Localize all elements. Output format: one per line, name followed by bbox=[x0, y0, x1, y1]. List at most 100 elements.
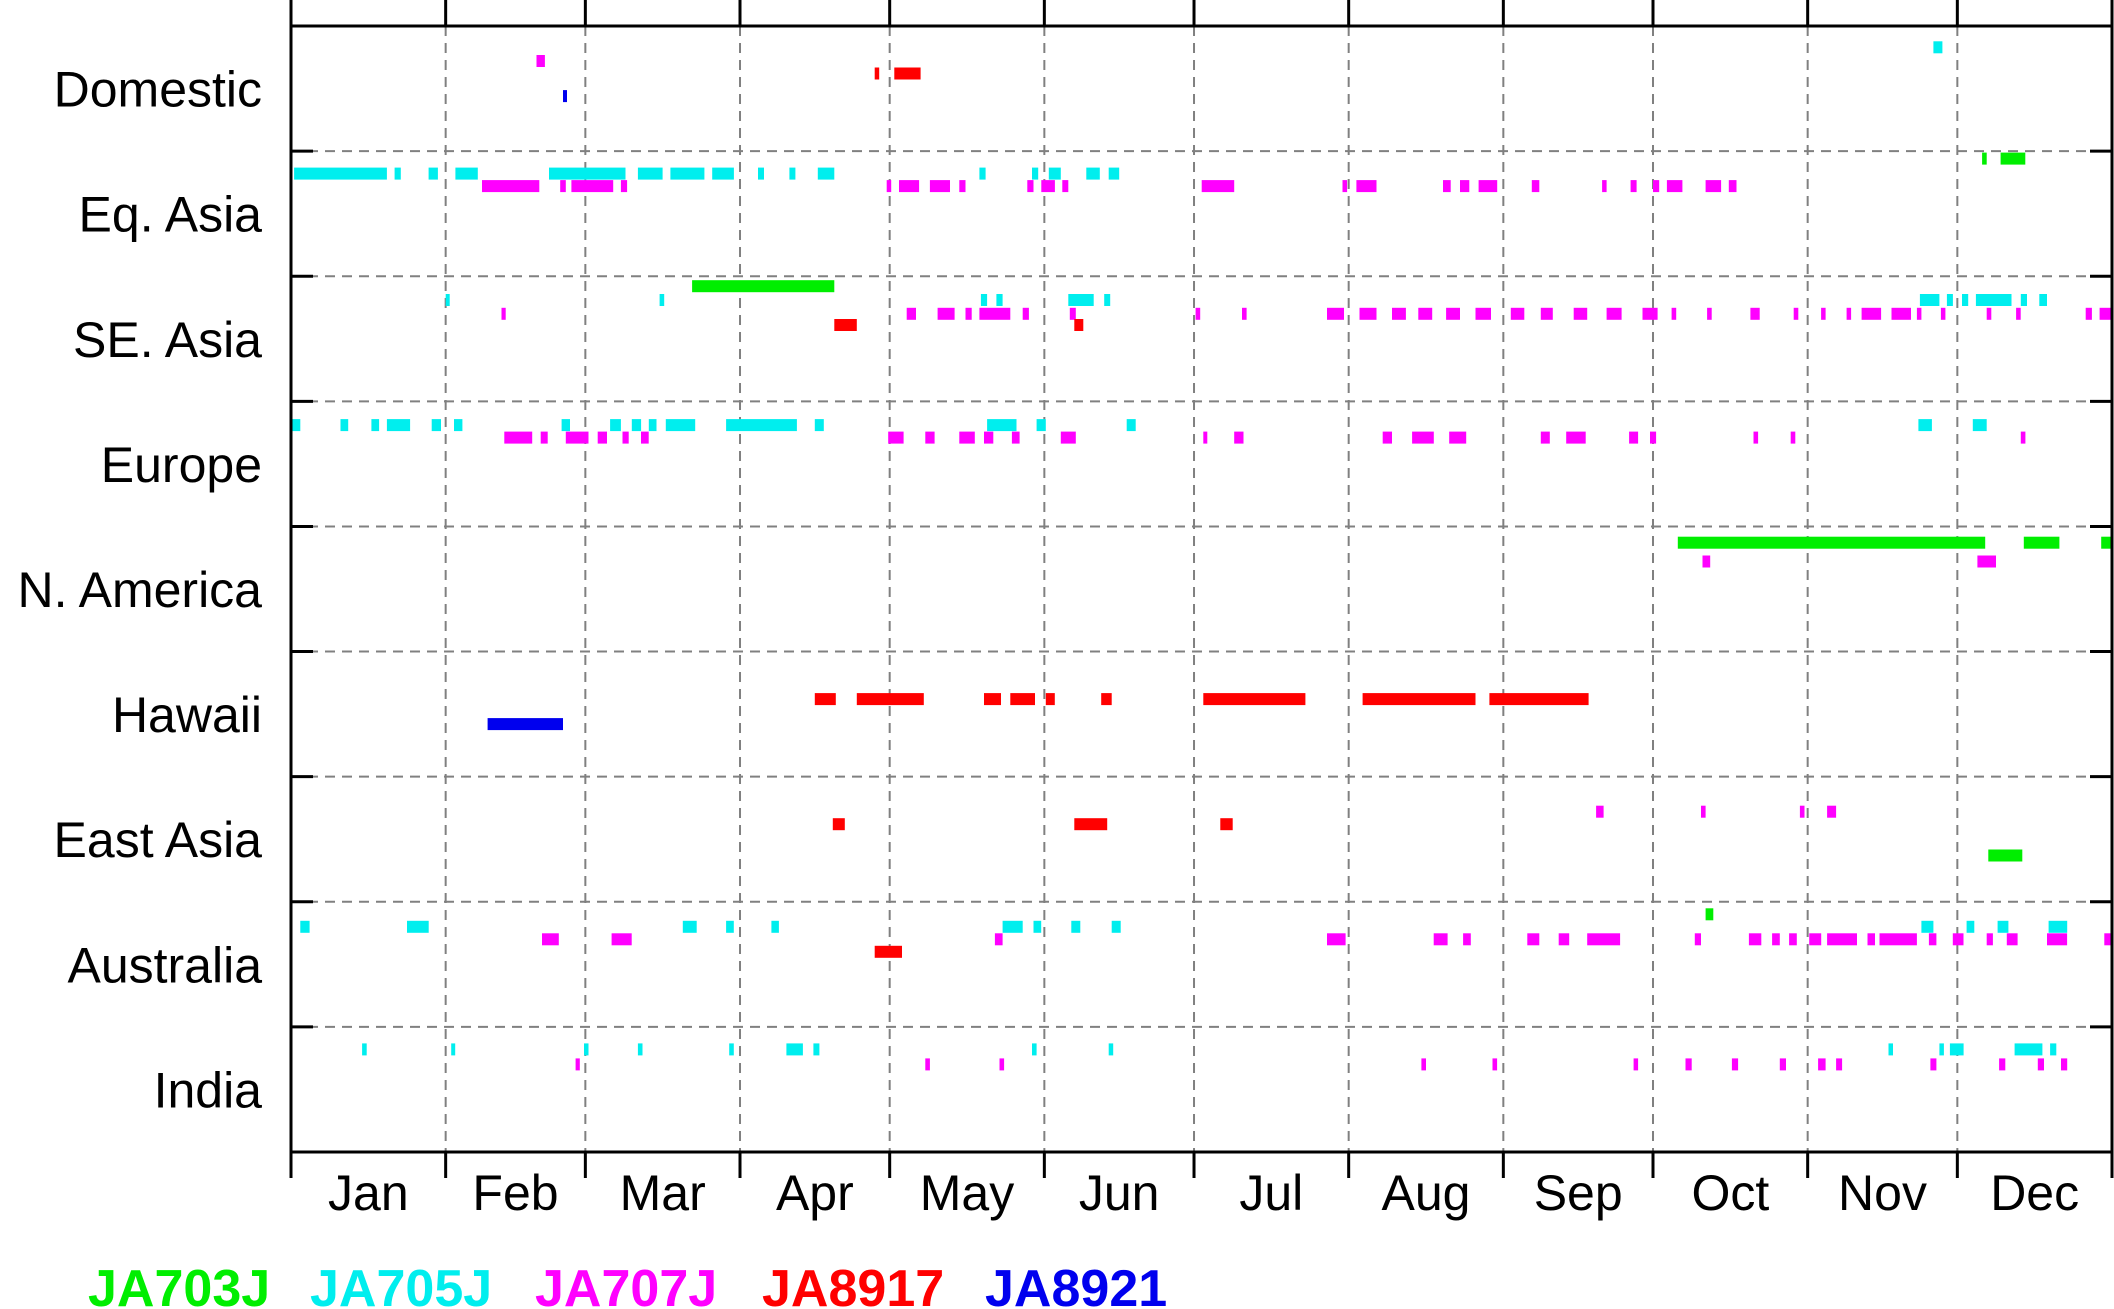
segment-bar bbox=[571, 180, 614, 193]
segment-bar bbox=[2104, 933, 2112, 946]
segment-bar bbox=[1220, 818, 1233, 831]
plot-border bbox=[289, 24, 2114, 1154]
segment-bar bbox=[445, 294, 450, 306]
segment-bar bbox=[1540, 431, 1550, 444]
segment-bar bbox=[1827, 805, 1837, 818]
region-label: SE. Asia bbox=[73, 312, 262, 368]
segment-bar bbox=[1108, 1043, 1114, 1056]
segment-bar bbox=[1356, 180, 1377, 193]
segment-bar bbox=[1946, 294, 1953, 306]
segment-bar bbox=[1694, 933, 1701, 946]
segment-bar bbox=[1986, 307, 1992, 320]
segment-bar bbox=[1748, 933, 1762, 946]
legend-entry: JA8917 bbox=[762, 1260, 944, 1309]
segment-bar bbox=[1650, 431, 1657, 444]
segment-bar bbox=[834, 319, 857, 331]
region-labels: Domestic Eq. Asia SE. Asia Europe N. America… bbox=[17, 62, 262, 1119]
segment-bar bbox=[1540, 307, 1553, 320]
segment-bar bbox=[2061, 1058, 2068, 1071]
segment-bar bbox=[1382, 431, 1392, 444]
segment-bar bbox=[1041, 180, 1055, 193]
legend: JA703J JA705J JA707J JA8917 JA8921 bbox=[88, 1260, 1167, 1309]
segment-bar bbox=[371, 419, 380, 432]
legend-entry: JA8921 bbox=[985, 1260, 1167, 1309]
segment-bar bbox=[1242, 307, 1247, 320]
segment-bar bbox=[726, 920, 734, 933]
segment-bar bbox=[1234, 431, 1244, 444]
segment-bar bbox=[1587, 933, 1621, 946]
segment-bar bbox=[563, 90, 567, 103]
segment-bar bbox=[540, 431, 548, 444]
segment-bar bbox=[813, 1043, 820, 1056]
segment-bar bbox=[1573, 307, 1588, 320]
segment-bar bbox=[1997, 920, 2009, 933]
segment-bar bbox=[300, 920, 310, 933]
segment-bar bbox=[1731, 1058, 1739, 1071]
segment-bar bbox=[1531, 180, 1540, 193]
segment-bar bbox=[1074, 818, 1108, 831]
segment-bar bbox=[1203, 693, 1306, 706]
segment-bar bbox=[1986, 933, 1993, 946]
segment-bar bbox=[888, 431, 904, 444]
segment-bar bbox=[786, 1043, 803, 1056]
segment-bar bbox=[2037, 1058, 2044, 1071]
segment-bar bbox=[979, 167, 986, 180]
segment-bar bbox=[504, 431, 533, 444]
segment-bar bbox=[1982, 152, 1987, 165]
segment-bar bbox=[1975, 294, 2012, 306]
month-label: May bbox=[920, 1165, 1014, 1221]
segment-bar bbox=[814, 693, 836, 706]
segment-bar bbox=[1086, 167, 1100, 180]
segment-bar bbox=[1433, 933, 1448, 946]
segment-bar bbox=[1412, 431, 1434, 444]
segment-bar bbox=[1666, 180, 1683, 193]
month-label: Apr bbox=[776, 1165, 854, 1221]
segment-bar bbox=[340, 419, 349, 432]
segment-bar bbox=[1818, 1058, 1826, 1071]
segment-bar bbox=[1011, 431, 1020, 444]
legend-entry: JA707J bbox=[535, 1260, 717, 1309]
plot-frame bbox=[289, 0, 2114, 1178]
segment-bar bbox=[1707, 307, 1712, 320]
month-label: Jul bbox=[1239, 1165, 1303, 1221]
segment-bar bbox=[1879, 933, 1917, 946]
segment-bar bbox=[2016, 307, 2021, 320]
segment-bar bbox=[2099, 307, 2112, 320]
segment-bar bbox=[1596, 805, 1604, 818]
segment-bar bbox=[1793, 307, 1799, 320]
segment-bar bbox=[817, 167, 835, 180]
segment-bar bbox=[637, 1043, 643, 1056]
segment-bar bbox=[641, 431, 649, 444]
segment-bar bbox=[1629, 431, 1639, 444]
region-label: Domestic bbox=[54, 62, 262, 118]
segment-bar bbox=[1475, 307, 1491, 320]
segment-bar bbox=[1928, 933, 1937, 946]
region-label: Australia bbox=[67, 937, 262, 993]
segment-bar bbox=[692, 280, 835, 293]
segment-bar bbox=[2085, 307, 2092, 320]
segment-bar bbox=[1527, 933, 1540, 946]
month-label: Oct bbox=[1691, 1165, 1769, 1221]
segment-bar bbox=[1002, 920, 1023, 933]
segment-bar bbox=[1846, 307, 1852, 320]
segment-bar bbox=[536, 55, 545, 67]
segment-bar bbox=[1201, 180, 1235, 193]
segment-bar bbox=[1702, 555, 1711, 568]
segment-bar bbox=[979, 307, 1011, 320]
segment-bar bbox=[648, 419, 657, 432]
segment-bar bbox=[1032, 167, 1039, 180]
segment-bar bbox=[637, 167, 663, 180]
segment-bar bbox=[1919, 294, 1940, 306]
segment-bar bbox=[1203, 431, 1208, 444]
segment-bar bbox=[1988, 849, 2023, 862]
region-label: Eq. Asia bbox=[79, 187, 263, 243]
segment-bar bbox=[2006, 933, 2018, 946]
segment-bar bbox=[726, 419, 797, 432]
segment-bar bbox=[2023, 536, 2060, 549]
segment-bar bbox=[1446, 307, 1460, 320]
segment-bar bbox=[874, 67, 880, 80]
segment-bar bbox=[1685, 1058, 1692, 1071]
segment-bar bbox=[925, 1058, 930, 1071]
segment-bar bbox=[1939, 1043, 1944, 1056]
segment-bar bbox=[670, 167, 705, 180]
